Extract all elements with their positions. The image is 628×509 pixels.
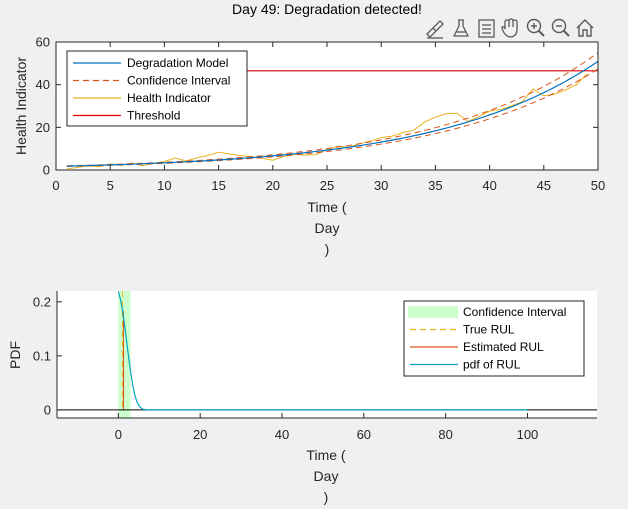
x-label-line-2: Day <box>315 220 340 236</box>
legend[interactable]: Degradation Model Confidence Interval Heal… <box>66 50 248 127</box>
pdf-of-rul-line <box>117 291 528 411</box>
x-tick-label: 50 <box>591 178 605 193</box>
x-tick-label: 80 <box>438 427 452 442</box>
legend-entry: pdf of RUL <box>463 358 521 372</box>
x-tick-label: 25 <box>320 178 334 193</box>
x-label-line-1: Time ( <box>306 447 345 463</box>
x-tick-label: 30 <box>374 178 388 193</box>
y-tick-label: 40 <box>36 77 50 92</box>
x-tick-label: 15 <box>211 178 225 193</box>
zoom-out-icon[interactable] <box>551 18 570 37</box>
x-tick-label: 60 <box>357 427 371 442</box>
degradation-model-line <box>66 60 599 167</box>
x-tick-label: 0 <box>52 178 59 193</box>
y-tick-label: 0.1 <box>33 348 51 363</box>
legend-entry: Confidence Interval <box>127 74 230 88</box>
x-tick-label: 10 <box>157 178 171 193</box>
x-tick-label: 40 <box>482 178 496 193</box>
x-tick-label: 5 <box>107 178 114 193</box>
flask-icon[interactable] <box>452 19 470 37</box>
rul-pdf-chart: 0 20 40 60 80 100 0 0.1 0.2 Time ( Day ) PDF Con… <box>7 291 597 505</box>
y-tick-label: 0 <box>43 163 50 178</box>
legend-entry: True RUL <box>463 323 515 337</box>
x-tick-label: 100 <box>517 427 539 442</box>
legend-entry: Confidence Interval <box>463 305 566 319</box>
x-axis-label: Time ( Day ) <box>306 447 345 505</box>
legend-entry: Threshold <box>127 109 180 123</box>
x-label-line-3: ) <box>325 241 330 257</box>
x-tick-label: 20 <box>193 427 207 442</box>
y-tick-label: 60 <box>36 35 50 50</box>
y-axis-label: Health Indicator <box>13 57 29 155</box>
x-tick-label: 20 <box>266 178 280 193</box>
degradation-chart: 0 5 10 15 20 25 30 35 40 45 50 0 20 40 60 Day 49: Degr… <box>13 1 605 257</box>
x-tick-label: 40 <box>275 427 289 442</box>
pan-hand-icon[interactable] <box>501 18 518 38</box>
axes-toolbar <box>426 18 594 39</box>
x-tick-label: 0 <box>115 427 122 442</box>
chart-title: Day 49: Degradation detected! <box>232 1 422 17</box>
x-label-line-3: ) <box>324 489 329 505</box>
legend-entry: Degradation Model <box>127 56 228 70</box>
x-axis-label: Time ( Day ) <box>307 199 346 257</box>
y-tick-label: 0 <box>44 402 51 417</box>
zoom-in-icon[interactable] <box>526 18 545 37</box>
x-label-line-1: Time ( <box>307 199 346 215</box>
x-label-line-2: Day <box>314 468 339 484</box>
legend-icon[interactable] <box>478 19 495 38</box>
y-tick-label: 0.2 <box>33 294 51 309</box>
legend-entry: Health Indicator <box>127 91 211 105</box>
y-tick-label: 20 <box>36 120 50 135</box>
legend-swatch <box>408 306 458 318</box>
brush-icon[interactable] <box>426 20 444 39</box>
x-tick-label: 45 <box>537 178 551 193</box>
confidence-interval-band <box>118 291 131 418</box>
home-icon[interactable] <box>576 19 594 37</box>
legend[interactable]: Confidence Interval True RUL Estimated RUL… <box>403 300 585 377</box>
legend-entry: Estimated RUL <box>463 340 544 354</box>
x-tick-label: 35 <box>428 178 442 193</box>
y-axis-label: PDF <box>7 341 23 369</box>
